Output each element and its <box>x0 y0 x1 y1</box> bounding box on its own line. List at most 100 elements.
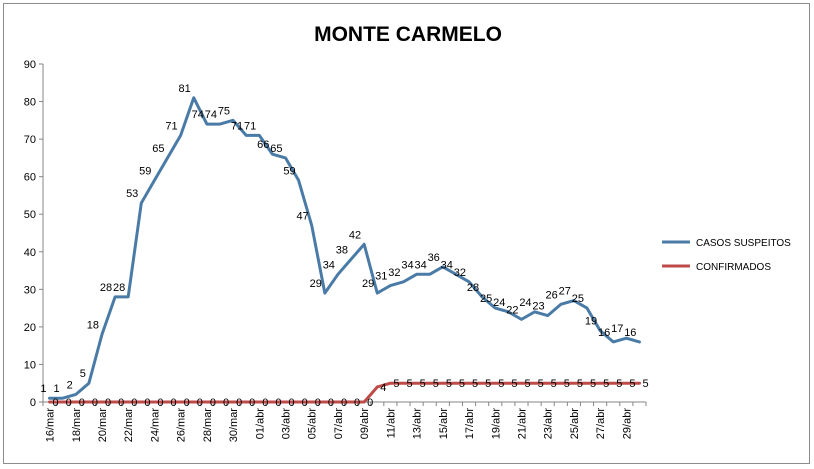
data-label-casos-suspeitos: 28 <box>113 282 125 294</box>
data-label-casos-suspeitos: 65 <box>270 143 282 155</box>
data-label-casos-suspeitos: 27 <box>559 286 571 298</box>
data-label-confirmados: 0 <box>144 397 150 409</box>
data-label-confirmados: 4 <box>380 382 386 394</box>
data-label-casos-suspeitos: 23 <box>532 301 544 313</box>
data-label-confirmados: 0 <box>171 397 177 409</box>
x-tick-label: 24/mar <box>149 408 161 443</box>
data-label-casos-suspeitos: 34 <box>441 259 453 271</box>
data-label-confirmados: 0 <box>79 397 85 409</box>
series-line-confirmados <box>48 381 641 404</box>
x-tick-label: 18/mar <box>71 408 83 443</box>
y-tick-label: 20 <box>24 322 36 334</box>
y-tick-label: 10 <box>24 359 36 371</box>
data-label-casos-suspeitos: 38 <box>336 244 348 256</box>
x-tick-label: 26/mar <box>176 408 188 443</box>
x-tick-label: 19/abr <box>490 408 502 440</box>
data-label-confirmados: 5 <box>511 378 517 390</box>
x-tick-label: 17/abr <box>464 408 476 440</box>
data-label-confirmados: 0 <box>328 397 334 409</box>
x-tick-label: 07/abr <box>333 408 345 440</box>
data-label-casos-suspeitos: 1 <box>40 383 46 395</box>
x-tick-label: 20/mar <box>97 408 109 443</box>
data-label-casos-suspeitos: 16 <box>598 327 610 339</box>
x-tick-label: 30/mar <box>228 408 240 443</box>
data-label-casos-suspeitos: 19 <box>585 316 597 328</box>
data-label-casos-suspeitos: 66 <box>257 139 269 151</box>
data-label-casos-suspeitos: 29 <box>362 278 374 290</box>
data-label-casos-suspeitos: 25 <box>480 293 492 305</box>
x-tick-label: 22/mar <box>123 408 135 443</box>
data-label-confirmados: 5 <box>538 378 544 390</box>
x-tick-label: 29/abr <box>621 408 633 440</box>
data-label-casos-suspeitos: 36 <box>428 252 440 264</box>
data-label-casos-suspeitos: 1 <box>54 383 60 395</box>
x-tick-label: 11/abr <box>385 408 397 439</box>
data-label-casos-suspeitos: 29 <box>310 278 322 290</box>
data-label-confirmados: 0 <box>210 397 216 409</box>
series-line-casos-suspeitos <box>48 96 641 400</box>
data-label-confirmados: 5 <box>564 378 570 390</box>
data-label-confirmados: 0 <box>92 397 98 409</box>
data-label-confirmados: 0 <box>131 397 137 409</box>
data-label-confirmados: 5 <box>406 378 412 390</box>
data-label-confirmados: 5 <box>393 378 399 390</box>
x-tick-label: 01/abr <box>254 408 266 440</box>
data-label-casos-suspeitos: 18 <box>87 319 99 331</box>
data-label-casos-suspeitos: 53 <box>126 188 138 200</box>
data-label-confirmados: 5 <box>616 378 622 390</box>
data-label-casos-suspeitos: 28 <box>100 282 112 294</box>
data-label-casos-suspeitos: 26 <box>546 289 558 301</box>
data-label-casos-suspeitos: 25 <box>572 293 584 305</box>
data-label-casos-suspeitos: 2 <box>67 379 73 391</box>
x-tick-label: 25/abr <box>569 408 581 440</box>
x-tick-label: 09/abr <box>359 408 371 440</box>
data-label-casos-suspeitos: 17 <box>611 323 623 335</box>
data-label-confirmados: 5 <box>590 378 596 390</box>
data-label-confirmados: 0 <box>236 397 242 409</box>
data-label-casos-suspeitos: 59 <box>283 165 295 177</box>
y-tick-label: 80 <box>24 97 36 109</box>
data-label-casos-suspeitos: 31 <box>375 271 387 283</box>
data-label-confirmados: 0 <box>302 397 308 409</box>
data-label-confirmados: 5 <box>420 378 426 390</box>
data-label-casos-suspeitos: 74 <box>192 109 204 121</box>
data-label-confirmados: 0 <box>275 397 281 409</box>
x-tick-label: 13/abr <box>412 408 424 440</box>
data-label-casos-suspeitos: 81 <box>179 83 191 95</box>
data-label-confirmados: 0 <box>105 397 111 409</box>
data-label-casos-suspeitos: 5 <box>80 368 86 380</box>
legend-label: CONFIRMADOS <box>696 262 771 273</box>
data-label-confirmados: 5 <box>577 378 583 390</box>
y-tick-label: 60 <box>24 172 36 184</box>
data-label-confirmados: 5 <box>433 378 439 390</box>
y-tick-label: 70 <box>24 134 36 146</box>
data-label-casos-suspeitos: 34 <box>401 259 413 271</box>
data-label-casos-suspeitos: 75 <box>218 105 230 117</box>
data-label-confirmados: 0 <box>223 397 229 409</box>
data-label-casos-suspeitos: 24 <box>493 297 505 309</box>
data-label-confirmados: 0 <box>249 397 255 409</box>
data-label-confirmados: 0 <box>315 397 321 409</box>
x-tick-label: 15/abr <box>438 408 450 440</box>
y-tick-label: 40 <box>24 247 36 259</box>
data-label-confirmados: 0 <box>354 397 360 409</box>
data-label-casos-suspeitos: 32 <box>454 267 466 279</box>
data-label-confirmados: 5 <box>551 378 557 390</box>
data-label-confirmados: 5 <box>524 378 530 390</box>
data-label-confirmados: 0 <box>157 397 163 409</box>
data-label-casos-suspeitos: 22 <box>506 304 518 316</box>
plot-area <box>48 96 641 404</box>
data-label-casos-suspeitos: 34 <box>414 259 426 271</box>
data-label-confirmados: 0 <box>367 397 373 409</box>
data-label-confirmados: 5 <box>642 378 648 390</box>
data-label-casos-suspeitos: 65 <box>152 143 164 155</box>
chart-title: MONTE CARMELO <box>314 23 502 46</box>
data-label-casos-suspeitos: 71 <box>244 120 256 132</box>
data-label-confirmados: 5 <box>629 378 635 390</box>
y-tick-label: 90 <box>24 59 36 71</box>
data-label-casos-suspeitos: 32 <box>388 267 400 279</box>
x-tick-label: 05/abr <box>307 408 319 440</box>
y-tick-label: 50 <box>24 209 36 221</box>
data-label-confirmados: 5 <box>446 378 452 390</box>
